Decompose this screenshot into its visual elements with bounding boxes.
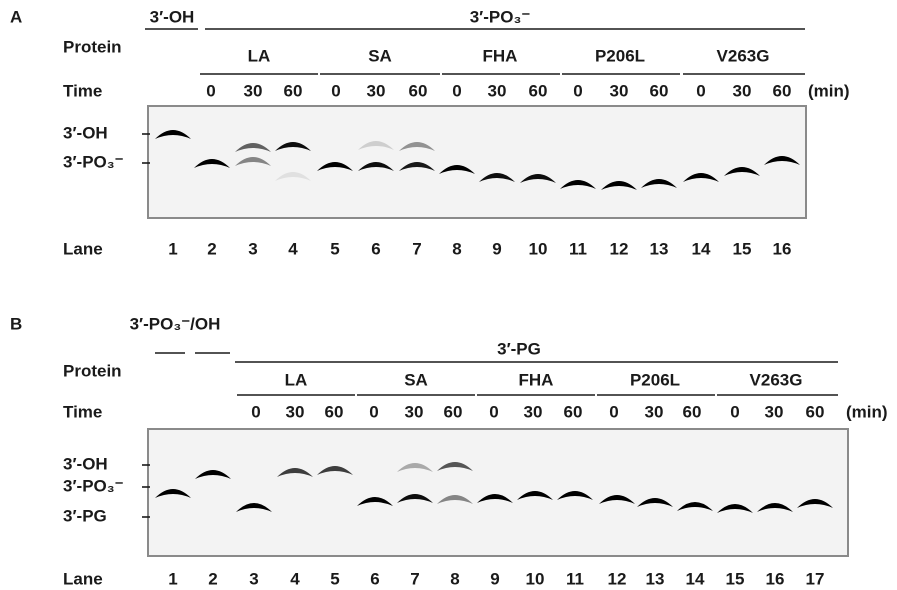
- lane-number: 13: [650, 239, 669, 258]
- lane-label: Lane: [63, 239, 103, 258]
- protein-label: Protein: [63, 361, 122, 380]
- time: 30: [524, 402, 543, 421]
- time: 0: [573, 81, 582, 100]
- lane-number: 15: [726, 569, 745, 588]
- time: 0: [331, 81, 340, 100]
- time: 0: [730, 402, 739, 421]
- protein: V263G: [717, 46, 770, 65]
- lane-number: 5: [330, 239, 339, 258]
- protein: FHA: [483, 46, 518, 65]
- lane-label: Lane: [63, 569, 103, 588]
- lane-number: 4: [288, 239, 298, 258]
- lane-number: 9: [492, 239, 501, 258]
- lane-number: 5: [330, 569, 339, 588]
- protein: LA: [248, 46, 271, 65]
- header-group: 3′-PO₃⁻: [470, 7, 531, 26]
- time-label: Time: [63, 402, 102, 421]
- gel-b: [148, 429, 848, 556]
- band-label: 3′-PG: [63, 506, 107, 525]
- protein: V263G: [750, 370, 803, 389]
- lane-number: 1: [168, 569, 177, 588]
- lane-number: 10: [529, 239, 548, 258]
- time: 60: [444, 402, 463, 421]
- time: 30: [610, 81, 629, 100]
- time: 60: [409, 81, 428, 100]
- time: 60: [773, 81, 792, 100]
- time: 30: [405, 402, 424, 421]
- lane-number: 13: [646, 569, 665, 588]
- band-label: 3′-OH: [63, 454, 108, 473]
- band-label: 3′-PO₃⁻: [63, 476, 124, 495]
- panel-label: B: [10, 314, 22, 333]
- lane-number: 12: [608, 569, 627, 588]
- lane-number: 16: [766, 569, 785, 588]
- lane-number: 14: [686, 569, 705, 588]
- band-label: 3′-OH: [63, 123, 108, 142]
- time: 0: [369, 402, 378, 421]
- time: 30: [286, 402, 305, 421]
- lane-number: 15: [733, 239, 752, 258]
- lane-number: 4: [290, 569, 300, 588]
- time-unit: (min): [846, 402, 888, 421]
- lane-number: 8: [450, 569, 459, 588]
- lane-number: 6: [371, 239, 380, 258]
- time: 60: [325, 402, 344, 421]
- lane-number: 12: [610, 239, 629, 258]
- lane-number: 10: [526, 569, 545, 588]
- lane-number: 11: [569, 239, 587, 258]
- header-group: 3′-OH: [150, 7, 195, 26]
- time: 30: [367, 81, 386, 100]
- protein: P206L: [595, 46, 645, 65]
- lane-number: 3: [248, 239, 257, 258]
- time: 0: [696, 81, 705, 100]
- time: 30: [488, 81, 507, 100]
- figure: A3′-OH3′-PO₃⁻ProteinLA03060SA03060FHA030…: [0, 0, 897, 590]
- time: 30: [244, 81, 263, 100]
- protein: LA: [285, 370, 308, 389]
- header-group: 3′-PO₃⁻/OH: [130, 314, 221, 333]
- lane-number: 7: [410, 569, 419, 588]
- time-unit: (min): [808, 81, 850, 100]
- lane-number: 11: [566, 569, 584, 588]
- header-group: 3′-PG: [497, 339, 541, 358]
- lane-number: 8: [452, 239, 461, 258]
- protein-label: Protein: [63, 37, 122, 56]
- time: 60: [529, 81, 548, 100]
- time: 60: [806, 402, 825, 421]
- time: 60: [284, 81, 303, 100]
- lane-number: 3: [249, 569, 258, 588]
- protein: P206L: [630, 370, 680, 389]
- time: 60: [683, 402, 702, 421]
- time-label: Time: [63, 81, 102, 100]
- lane-number: 2: [208, 569, 217, 588]
- protein: FHA: [519, 370, 554, 389]
- time: 0: [452, 81, 461, 100]
- lane-number: 1: [168, 239, 177, 258]
- lane-number: 2: [207, 239, 216, 258]
- protein: SA: [368, 46, 392, 65]
- lane-number: 16: [773, 239, 792, 258]
- time: 60: [650, 81, 669, 100]
- time: 0: [251, 402, 260, 421]
- lane-number: 17: [806, 569, 825, 588]
- lane-number: 6: [370, 569, 379, 588]
- time: 30: [733, 81, 752, 100]
- time: 0: [206, 81, 215, 100]
- time: 60: [564, 402, 583, 421]
- lane-number: 14: [692, 239, 711, 258]
- protein: SA: [404, 370, 428, 389]
- time: 0: [609, 402, 618, 421]
- time: 30: [645, 402, 664, 421]
- lane-number: 7: [412, 239, 421, 258]
- panel-label: A: [10, 7, 22, 26]
- time: 30: [765, 402, 784, 421]
- time: 0: [489, 402, 498, 421]
- lane-number: 9: [490, 569, 499, 588]
- band-label: 3′-PO₃⁻: [63, 152, 124, 171]
